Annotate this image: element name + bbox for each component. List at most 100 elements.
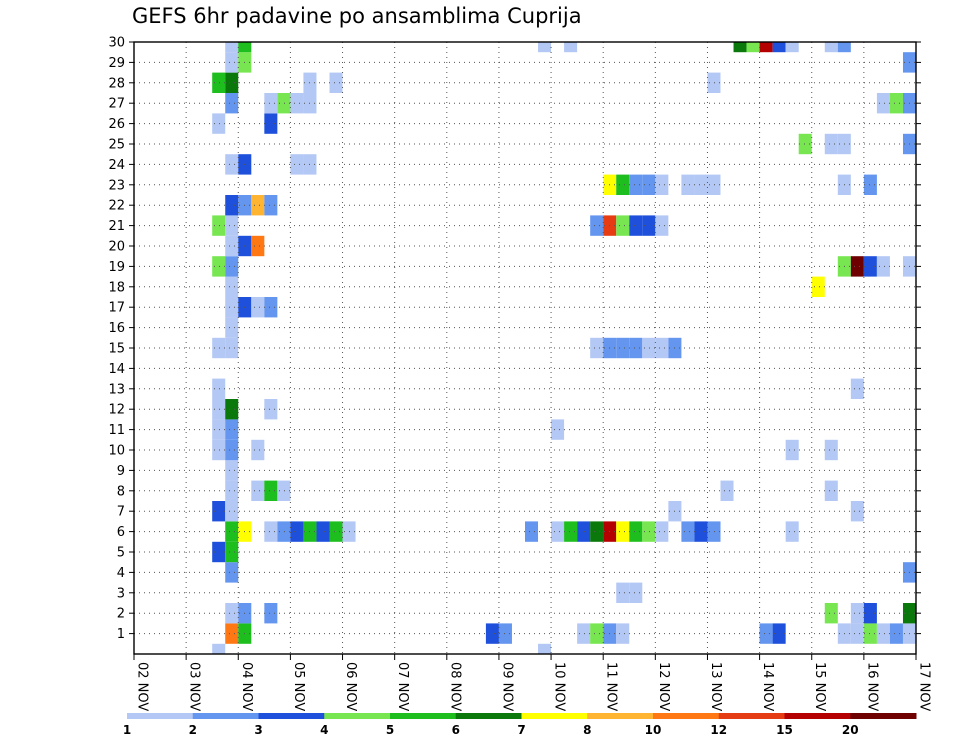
heatmap-cell [212, 399, 226, 420]
heatmap-cell [225, 154, 239, 175]
heatmap-cell [329, 72, 343, 93]
y-tick-label: 1 [117, 627, 125, 642]
heatmap-cell [590, 521, 604, 542]
legend-label: 6 [452, 723, 460, 737]
heatmap-cell [707, 174, 721, 195]
x-tick-label: 07 NOV [395, 662, 410, 711]
y-tick-label: 8 [117, 484, 125, 499]
heatmap-cell [837, 42, 851, 53]
heatmap-cell [225, 276, 239, 297]
heatmap-cell [264, 399, 278, 420]
x-tick-label: 10 NOV [552, 662, 567, 711]
y-tick-label: 26 [108, 117, 125, 132]
y-tick-label: 11 [108, 423, 125, 438]
heatmap-cell [316, 521, 330, 542]
y-tick-label: 22 [108, 199, 125, 214]
heatmap-cell [577, 521, 591, 542]
heatmap-cell [277, 93, 291, 114]
heatmap-cell [642, 521, 656, 542]
x-tick-label: 11 NOV [604, 662, 619, 711]
heatmap-cell [616, 174, 630, 195]
heatmap-cell [251, 297, 265, 318]
heatmap-cell [225, 42, 239, 53]
color-legend: 1 2 3 4 5 6 7 8 10 12 15 20 [123, 713, 917, 737]
x-tick-label: 14 NOV [760, 662, 775, 711]
heatmap-cell [642, 174, 656, 195]
heatmap-cell [212, 501, 226, 522]
heatmap-cell [225, 72, 239, 93]
heatmap-cell [772, 42, 786, 53]
heatmap-cell [212, 643, 226, 654]
heatmap-cell [642, 215, 656, 236]
x-axis: 02 NOV 03 NOV 04 NOV 05 NOV 06 NOV 07 NOV 08 N… [133, 654, 932, 711]
heatmap-cell [824, 439, 838, 461]
heatmap-cell [485, 623, 499, 644]
heatmap-cell [798, 133, 812, 155]
heatmap-cell [707, 521, 721, 542]
y-tick-label: 30 [108, 36, 125, 51]
heatmap-cell [225, 399, 239, 420]
heatmap-cell [655, 337, 669, 359]
y-tick-label: 13 [108, 382, 125, 397]
heatmap-cell [629, 521, 643, 542]
legend-swatch [258, 713, 325, 719]
heatmap-cell [225, 297, 239, 318]
heatmap-cell [655, 521, 669, 542]
heatmap-cell [538, 643, 552, 654]
legend-swatch [192, 713, 259, 719]
heatmap-cell [889, 623, 903, 644]
y-tick-label: 24 [108, 158, 125, 173]
heatmap-cell [212, 256, 226, 277]
y-tick-label: 23 [108, 178, 125, 193]
y-tick-label: 9 [117, 464, 125, 479]
heatmap-cell [564, 521, 578, 542]
legend-label: 4 [320, 723, 328, 737]
legend-swatch [521, 713, 588, 719]
legend-label: 8 [583, 723, 591, 737]
legend-label: 20 [842, 723, 859, 737]
chart-title: GEFS 6hr padavine po ansamblima Cuprija [132, 4, 582, 28]
heatmap-cell [824, 42, 838, 53]
heatmap-cell [251, 235, 265, 257]
heatmap-cell [290, 154, 304, 175]
legend-swatch [390, 713, 457, 719]
legend-label: 5 [386, 723, 394, 737]
heatmap-cell [225, 93, 239, 114]
heatmap-cell [525, 521, 539, 542]
heatmap-cell [212, 541, 226, 563]
heatmap-cell [759, 42, 773, 53]
heatmap-cell [785, 439, 799, 461]
heatmap-cell [264, 480, 278, 501]
heatmap-cell [616, 582, 630, 603]
x-tick-label: 08 NOV [447, 662, 462, 711]
heatmap-cell [251, 195, 265, 216]
legend-label: 15 [776, 723, 793, 737]
heatmap-cell [707, 72, 721, 93]
heatmap-cell [720, 480, 734, 501]
y-tick-label: 5 [117, 546, 125, 561]
heatmap-cell [590, 623, 604, 644]
legend-label: 12 [710, 723, 727, 737]
heatmap-cell [538, 42, 552, 53]
heatmap-cell [785, 521, 799, 542]
x-tick-label: 09 NOV [499, 662, 514, 711]
heatmap-cell [876, 623, 890, 644]
heatmap-cell [629, 582, 643, 603]
x-tick-label: 03 NOV [187, 662, 202, 711]
heatmap-cell [850, 378, 864, 399]
y-tick-label: 17 [108, 301, 125, 316]
heatmap-cell [225, 52, 239, 73]
heatmap-cell [212, 337, 226, 359]
heatmap-cell [733, 42, 747, 53]
legend-swatch [784, 713, 851, 719]
heatmap-cell [225, 480, 239, 501]
heatmap-cell [655, 215, 669, 236]
heatmap-cell [251, 480, 265, 501]
heatmap-cell [225, 256, 239, 277]
x-tick-label: 12 NOV [656, 662, 671, 711]
heatmap-cell [577, 623, 591, 644]
heatmap-cell [551, 419, 565, 440]
y-tick-label: 10 [108, 444, 125, 459]
x-tick-label: 15 NOV [812, 662, 827, 711]
